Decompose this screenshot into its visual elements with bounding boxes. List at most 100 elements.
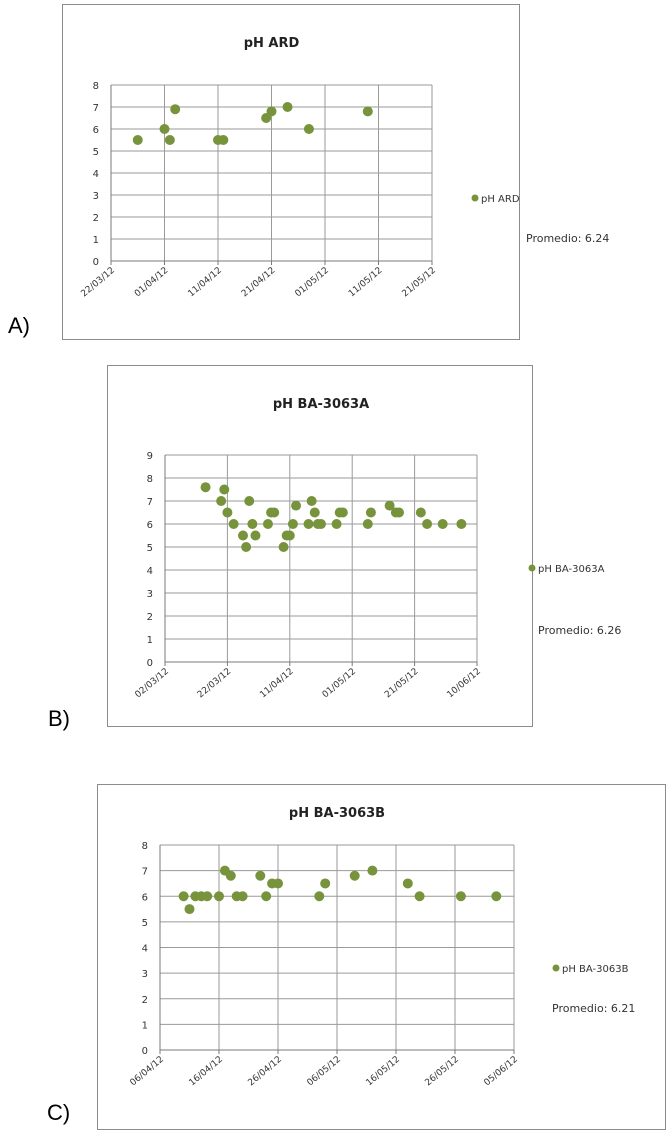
chart-a-ytick-label: 8 — [93, 81, 99, 92]
chart-a-ytick-label: 3 — [93, 191, 99, 202]
chart-b-data-point — [362, 519, 373, 529]
chart-b-data-point — [316, 519, 326, 529]
chart-c-data-point — [349, 870, 360, 881]
chart-b-data-point — [262, 519, 273, 529]
chart-a-svg: pH ARD 0 1 2 3 4 5 6 7 8 22/03/12 01/04/12 11/04/12 2… — [80, 36, 610, 300]
chart-b-data-point — [247, 519, 258, 529]
chart-c-data-point — [402, 878, 413, 889]
chart-a-data-point — [218, 135, 229, 145]
chart-a-ytick-label: 2 — [93, 213, 99, 224]
chart-b-xtick-label: 22/03/12 — [196, 667, 233, 701]
chart-a-xtick-label: 21/05/12 — [401, 266, 438, 300]
chart-b-data-point — [422, 519, 433, 529]
chart-b-legend-marker — [528, 564, 536, 572]
chart-c-data-point — [255, 870, 266, 881]
chart-c-ytick-label: 5 — [142, 918, 148, 929]
chart-b-data-point — [219, 484, 230, 495]
chart-c-legend-marker — [552, 964, 560, 972]
chart-a-xtick-label: 22/03/12 — [80, 266, 117, 300]
chart-b-ytick-label: 0 — [147, 658, 153, 669]
chart-c-ytick-label: 4 — [142, 944, 148, 955]
chart-b-data-point — [337, 507, 348, 518]
chart-c-data-point — [178, 891, 189, 902]
chart-b-ytick-label: 4 — [147, 566, 153, 577]
chart-c-ytick-label: 8 — [142, 841, 148, 852]
chart-c-data-point — [414, 891, 425, 902]
chart-a-data-point — [164, 135, 175, 145]
chart-b-data-point — [331, 519, 342, 529]
chart-b-svg: pH BA-3063A 0 1 2 3 4 5 6 7 8 9 02/03/12 22/03/12 11/… — [134, 397, 622, 701]
chart-c-data-point — [367, 865, 378, 876]
chart-b-xtick-label: 11/04/12 — [258, 667, 295, 701]
chart-b-data-point — [415, 507, 426, 518]
chart-c-data-point — [184, 904, 195, 915]
chart-c-data-point — [320, 878, 331, 889]
chart-c-ytick-label: 3 — [142, 969, 148, 980]
chart-a-ytick-label: 6 — [93, 125, 99, 136]
chart-b-ytick-label: 5 — [147, 543, 153, 554]
chart-a-data-point — [170, 104, 181, 115]
chart-a-data-point — [362, 106, 373, 117]
chart-a-ytick-label: 7 — [93, 103, 99, 114]
chart-b-data-point — [437, 519, 448, 529]
chart-c-data-point — [455, 891, 466, 902]
chart-b-data-point — [269, 507, 280, 518]
chart-a-data-point — [303, 124, 314, 134]
chart-b-ytick-label: 2 — [147, 612, 153, 623]
chart-b-data-point — [384, 500, 395, 511]
panel-label-a: A) — [8, 313, 30, 338]
chart-a-xtick-label: 11/04/12 — [187, 266, 224, 300]
chart-c-data-point — [237, 891, 248, 902]
chart-b-xtick-label: 01/05/12 — [321, 667, 358, 701]
chart-a-title: pH ARD — [244, 36, 300, 51]
chart-b-xtick-label: 02/03/12 — [134, 667, 171, 701]
chart-a-xtick-label: 11/05/12 — [347, 266, 384, 300]
chart-b-data-point — [244, 496, 255, 506]
chart-b-data-point — [216, 496, 227, 506]
chart-b-ytick-label: 8 — [147, 474, 153, 485]
chart-b-data-point — [306, 496, 317, 506]
chart-c-data-point — [261, 891, 272, 902]
chart-panel-c: pH BA-3063B 0 1 2 3 4 5 6 7 8 06/04/12 16/04/12 26/0… — [97, 784, 666, 1130]
chart-a-ytick-label: 4 — [93, 169, 99, 180]
chart-b-data-point — [287, 519, 298, 529]
chart-c-data-point — [214, 891, 224, 902]
chart-c-average-annotation: Promedio: 6.21 — [552, 1002, 635, 1015]
chart-c-ytick-label: 6 — [142, 892, 148, 903]
chart-b-data-point — [456, 519, 467, 529]
chart-c-xtick-label: 26/04/12 — [247, 1055, 284, 1089]
chart-b-data-point — [303, 519, 314, 529]
chart-panel-a: pH ARD 0 1 2 3 4 5 6 7 8 22/03/12 01/04/12 11/04/12 2… — [62, 4, 610, 340]
chart-a-xtick-label: 21/04/12 — [240, 266, 277, 300]
chart-a-data-point — [159, 124, 170, 134]
chart-c-data-point — [202, 891, 213, 902]
chart-a-data-point — [266, 106, 277, 117]
chart-b-legend-label: pH BA-3063A — [538, 564, 605, 575]
chart-c-data-point — [491, 891, 502, 902]
chart-a-xtick-label: 01/04/12 — [133, 266, 170, 300]
chart-b-data-point — [365, 507, 376, 518]
chart-b-data-point — [278, 542, 289, 552]
chart-c-svg: pH BA-3063B 0 1 2 3 4 5 6 7 8 06/04/12 16/04/12 26/0… — [129, 806, 636, 1089]
chart-c-legend-label: pH BA-3063B — [562, 964, 629, 975]
chart-a-xtick-label: 01/05/12 — [294, 266, 331, 300]
chart-b-data-point — [291, 500, 302, 511]
chart-b-ytick-label: 3 — [147, 589, 153, 600]
chart-c-ytick-label: 1 — [142, 1020, 148, 1031]
chart-a-ytick-label: 1 — [93, 235, 99, 246]
chart-c-data-point — [273, 878, 283, 889]
chart-c-ytick-label: 2 — [142, 995, 148, 1006]
chart-c-xtick-label: 05/06/12 — [483, 1055, 520, 1089]
chart-b-ytick-label: 1 — [147, 635, 153, 646]
chart-b-ytick-label: 9 — [147, 451, 153, 462]
chart-a-data-point — [282, 102, 293, 112]
chart-c-xtick-label: 06/05/12 — [306, 1055, 343, 1089]
chart-c-title: pH BA-3063B — [289, 806, 385, 821]
chart-a-legend-marker — [471, 194, 479, 202]
chart-panel-b: pH BA-3063A 0 1 2 3 4 5 6 7 8 9 02/03/12 22/03/12 11/… — [107, 365, 622, 727]
chart-a-data-point — [132, 135, 143, 145]
panel-label-b: B) — [48, 706, 70, 731]
chart-b-xtick-label: 21/05/12 — [383, 667, 420, 701]
chart-c-ytick-label: 7 — [142, 867, 148, 878]
chart-a-ytick-label: 0 — [93, 257, 99, 268]
